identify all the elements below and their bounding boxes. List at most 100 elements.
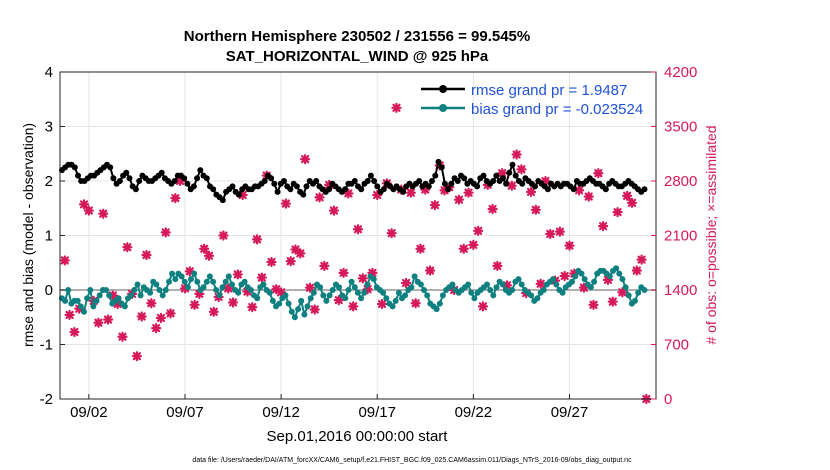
rmse-point-23 (132, 186, 139, 193)
obs-point-74 (415, 243, 426, 254)
bias-point-24 (134, 281, 141, 288)
obs-point-16 (136, 311, 147, 322)
x-tick-label-1: 09/07 (166, 404, 204, 421)
obs-point-77 (429, 200, 441, 211)
bias-point-20 (121, 303, 128, 310)
bias-point-174 (606, 273, 613, 280)
bias-point-48 (210, 278, 217, 285)
bias-point-135 (484, 281, 490, 288)
bias-point-6 (77, 303, 84, 310)
obs-point-71 (400, 277, 412, 289)
bias-point-40 (184, 284, 191, 291)
obs-point-48 (290, 244, 301, 255)
bias-point-180 (625, 292, 632, 299)
rmse-point-95 (364, 178, 371, 184)
obs-point-85 (468, 239, 479, 250)
obs-point-45 (275, 287, 287, 298)
obs-point-20 (155, 312, 167, 324)
obs-point-116 (617, 287, 628, 298)
obs-point-21 (160, 227, 171, 238)
bias-point-80 (310, 289, 317, 296)
obs-point-87 (477, 301, 489, 312)
obs-point-94 (511, 149, 522, 160)
rmse-point-97 (371, 178, 378, 184)
obs-point-33 (218, 230, 229, 241)
obs-point-0 (59, 255, 70, 266)
chart-title-line-1: Northern Hemisphere 230502 / 231556 = 99… (184, 28, 530, 45)
obs-point-101 (545, 228, 556, 240)
obs-point-18 (146, 298, 157, 309)
obs-point-27 (189, 299, 200, 310)
obs-point-75 (420, 184, 431, 195)
bias-point-119 (433, 306, 440, 313)
obs-point-31 (208, 306, 219, 317)
bias-point-115 (421, 287, 427, 293)
obs-point-119 (631, 265, 642, 276)
rmse-point-65 (268, 175, 275, 182)
bias-point-146 (518, 281, 525, 288)
obs-point-115 (612, 207, 623, 218)
bias-point-176 (613, 265, 620, 272)
obs-point-93 (506, 180, 517, 191)
bias-point-88 (336, 284, 342, 291)
bias-point-25 (137, 292, 144, 299)
rmse-point-111 (416, 178, 423, 184)
obs-point-19 (151, 323, 162, 334)
bias-point-137 (490, 292, 497, 299)
obs-point-30 (203, 250, 215, 261)
obs-point-112 (598, 221, 609, 232)
bias-point-83 (320, 292, 327, 299)
bias-point-75 (295, 306, 302, 313)
rmse-point-169 (602, 186, 609, 193)
obs-point-110 (588, 299, 599, 310)
rmse-point-31 (158, 169, 165, 176)
x-tick-label-5: 09/27 (551, 404, 589, 421)
obs-point-8 (98, 208, 109, 219)
bias-point-91 (345, 287, 352, 293)
bias-point-131 (471, 295, 478, 302)
rmse-point-135 (493, 172, 500, 179)
obs-point-12 (117, 331, 128, 342)
obs-point-65 (372, 189, 383, 201)
obs-point-36 (232, 269, 243, 280)
bias-point-32 (159, 292, 166, 299)
rmse-series (58, 158, 648, 204)
obs-point-108 (578, 282, 590, 293)
left-tick-label-2: 0 (45, 282, 53, 299)
bias-point-85 (326, 292, 333, 299)
obs-point-111 (593, 168, 604, 179)
bias-point-99 (370, 276, 377, 283)
right-tick-label-2: 1400 (664, 282, 697, 299)
bias-point-112 (411, 273, 418, 280)
rmse-point-50 (219, 197, 226, 204)
rmse-point-20 (123, 169, 130, 176)
left-y-axis: -2 -1 0 1 2 3 4 (40, 64, 65, 408)
bias-point-74 (291, 314, 298, 321)
bias-point-153 (540, 287, 547, 293)
rmse-point-53 (229, 183, 236, 190)
bias-point-33 (162, 287, 169, 293)
grid-lines (60, 71, 656, 400)
obs-point-52 (309, 304, 320, 315)
bias-point-78 (304, 303, 311, 310)
obs-point-109 (583, 191, 594, 202)
bias-point-67 (269, 297, 276, 304)
obs-point-56 (328, 205, 340, 216)
rmse-point-120 (445, 186, 452, 193)
rmse-point-181 (641, 186, 648, 193)
bias-point-179 (622, 284, 629, 291)
rmse-point-76 (303, 183, 310, 190)
bias-point-162 (569, 278, 575, 285)
bias-point-163 (572, 273, 579, 280)
obs-point-57 (333, 295, 344, 306)
left-tick-label-4: 2 (45, 173, 53, 190)
obs-point-2 (69, 326, 80, 338)
bias-point-43 (194, 278, 201, 285)
rmse-point-121 (448, 180, 455, 187)
bias-point-92 (348, 278, 355, 285)
x-tick-label-2: 09/12 (262, 404, 300, 421)
obs-point-49 (295, 248, 306, 259)
bias-point-51 (219, 284, 226, 291)
rmse-point-125 (461, 175, 468, 182)
